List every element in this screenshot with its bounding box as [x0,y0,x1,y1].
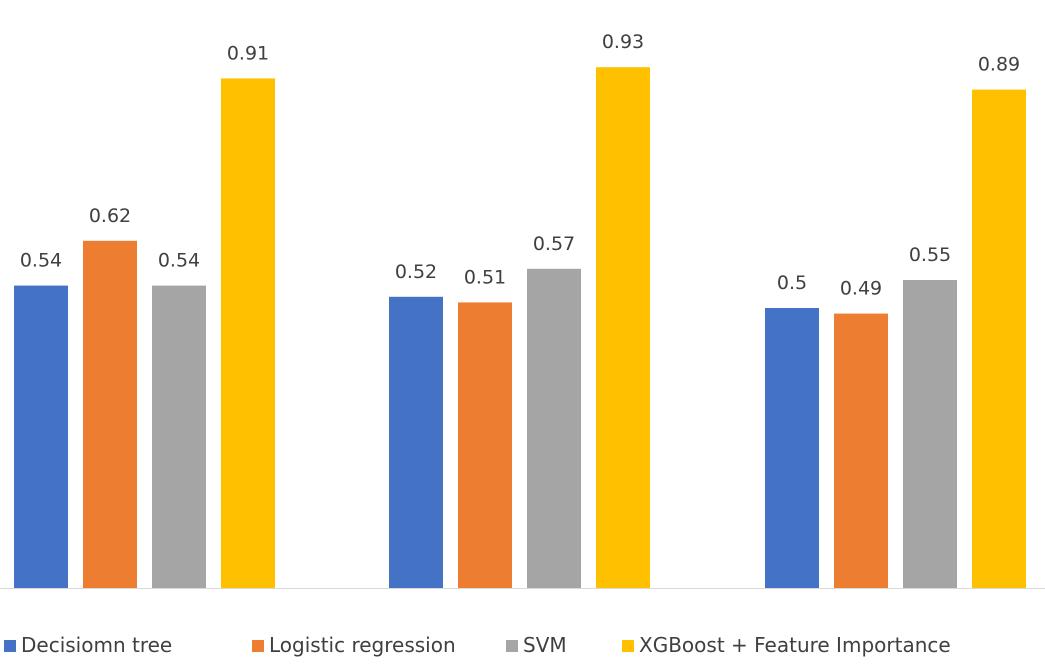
legend-swatch-2 [252,640,264,652]
data-label-1-group-3: 0.5 [777,272,807,294]
legend-item-3: SVM [506,633,567,657]
legend-label-1: Decisiomn tree [21,633,172,657]
legend-item-4: XGBoost + Feature Importance [622,633,951,657]
legend-swatch-4 [622,640,634,652]
bar-4-group-2 [596,67,650,588]
legend-item-1: Decisiomn tree [4,633,172,657]
data-label-3-group-1: 0.54 [158,250,200,272]
bar-1-group-1 [14,285,68,588]
legend-swatch-1 [4,640,16,652]
bar-2-group-2 [458,302,512,588]
legend-item-2: Logistic regression [252,633,456,657]
legend-swatch-3 [506,640,518,652]
legend-label-2: Logistic regression [269,633,456,657]
bar-3-group-2 [527,268,581,588]
bars-layer [14,67,1026,589]
data-label-4-group-1: 0.91 [227,42,269,64]
data-label-3-group-2: 0.57 [533,233,575,255]
bar-1-group-3 [765,308,819,588]
data-label-4-group-2: 0.93 [602,31,644,53]
bar-3-group-3 [903,280,957,588]
data-label-2-group-1: 0.62 [89,205,131,227]
data-label-2-group-2: 0.51 [464,266,506,288]
legend: Decisiomn tree Logistic regression SVM XGBo… [4,633,951,657]
data-label-2-group-3: 0.49 [840,278,882,300]
data-label-1-group-1: 0.54 [20,250,62,272]
bar-2-group-3 [834,313,888,588]
data-labels-layer: 0.54 0.62 0.54 0.91 0.52 0.51 0.57 0.93 0.5 0.49 0… [20,31,1020,299]
data-label-3-group-3: 0.55 [909,244,951,266]
data-label-1-group-2: 0.52 [395,261,437,283]
data-label-4-group-3: 0.89 [978,54,1020,76]
bar-1-group-2 [389,296,443,588]
bar-4-group-1 [221,78,275,589]
bar-2-group-1 [83,240,137,589]
bar-4-group-3 [972,89,1026,588]
legend-label-3: SVM [523,633,567,657]
bar-3-group-1 [152,285,206,588]
legend-label-4: XGBoost + Feature Importance [639,633,951,657]
